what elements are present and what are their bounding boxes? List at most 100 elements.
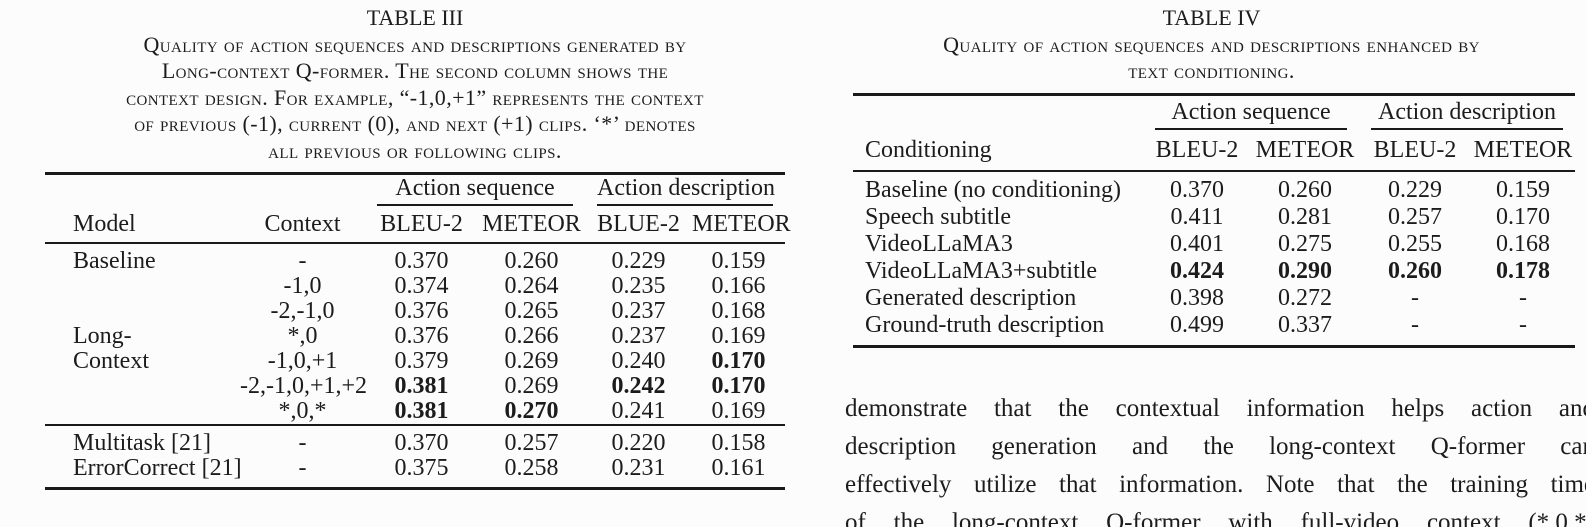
metric-cell: 0.275 <box>1278 231 1332 257</box>
metric-cell: 0.337 <box>1278 312 1332 338</box>
table-3-caption-line: Quality of action sequences and descript… <box>143 31 687 57</box>
table-row: Long- *,0 0.376 0.266 0.237 0.169 <box>45 324 785 349</box>
metric-cell: 0.161 <box>711 455 766 481</box>
metric-cell: 0.398 <box>1170 285 1224 311</box>
group-header-action-sequence: Action sequence <box>377 176 573 206</box>
metric-cell: 0.242 <box>611 373 666 399</box>
column-header: METEOR <box>478 206 585 244</box>
table-row: ErrorCorrect [21] - 0.375 0.258 0.231 0.… <box>45 456 785 489</box>
metric-cell: 0.231 <box>611 455 666 481</box>
metric-cell: 0.264 <box>504 273 559 299</box>
metric-cell: 0.166 <box>711 273 766 299</box>
model-cell: Baseline <box>73 248 156 274</box>
metric-cell: 0.229 <box>611 248 666 274</box>
metric-cell: 0.269 <box>504 373 559 399</box>
table-row: Context -1,0,+1 0.379 0.269 0.240 0.170 <box>45 349 785 374</box>
metric-cell: 0.159 <box>1496 177 1550 203</box>
table-3-title: TABLE III <box>366 5 464 30</box>
table-row: -2,-1,0,+1,+2 0.381 0.269 0.242 0.170 <box>45 374 785 399</box>
model-cell <box>45 274 240 299</box>
metric-cell: 0.290 <box>1278 258 1332 284</box>
model-cell <box>45 374 240 399</box>
column-header: BLUE-2 <box>585 206 692 244</box>
metric-cell: 0.178 <box>1496 258 1550 284</box>
table-4-caption-line: Quality of action sequences and descript… <box>943 31 1480 57</box>
column-header: BLEU-2 <box>365 206 478 244</box>
table-3-caption-line: of previous (-1), current (0), and next … <box>134 111 696 136</box>
conditioning-cell: VideoLLaMA3+subtitle <box>865 258 1098 284</box>
conditioning-cell: Ground-truth description <box>865 312 1105 338</box>
metric-cell: 0.170 <box>711 348 766 374</box>
group-header-action-description: Action description <box>597 176 775 206</box>
table-row: Multitask [21] - 0.370 0.257 0.220 0.158 <box>45 424 785 456</box>
table-3-caption-line: context design. For example, “-1,0,+1” r… <box>126 84 704 110</box>
metric-cell: 0.381 <box>394 373 449 399</box>
metric-cell: 0.269 <box>504 348 559 374</box>
body-text-line: of the long-context Q-former with full-v… <box>845 509 1586 527</box>
metric-cell: 0.281 <box>1278 204 1332 230</box>
table-row: Generated description 0.398 0.272 - - <box>853 285 1575 312</box>
table-row: -1,0 0.374 0.264 0.235 0.166 <box>45 274 785 299</box>
table-3-caption-line: Long-context Q-former. The second column… <box>161 58 669 83</box>
context-cell: -1,0 <box>283 273 322 299</box>
metric-cell: 0.266 <box>504 323 559 349</box>
metric-cell: 0.370 <box>365 424 478 456</box>
metric-cell: - <box>1411 285 1419 311</box>
metric-cell: 0.499 <box>1170 312 1224 338</box>
table-row: VideoLLaMA3 0.401 0.275 0.255 0.168 <box>853 231 1575 258</box>
table-4-caption: TABLE IV Quality of action sequences and… <box>848 5 1575 85</box>
column-header: METEOR <box>692 206 791 244</box>
table-row: VideoLLaMA3+subtitle 0.424 0.290 0.260 0… <box>853 258 1575 285</box>
table-3: Action sequence Action description Model… <box>45 172 791 490</box>
table-4: Action sequence Action description Condi… <box>853 93 1575 348</box>
conditioning-cell: Speech subtitle <box>865 204 1011 230</box>
context-cell: *,0 <box>287 323 318 349</box>
table-row: Ground-truth description 0.499 0.337 - - <box>853 312 1575 347</box>
table-3-caption: TABLE III Quality of action sequences an… <box>40 5 790 164</box>
metric-cell: 0.158 <box>692 424 785 456</box>
table-4-column-header-row: Conditioning BLEU-2 METEOR BLEU-2 METEOR <box>853 130 1575 172</box>
model-cell: Multitask [21] <box>45 424 240 456</box>
body-paragraph: demonstrate that the contextual informat… <box>845 390 1586 527</box>
column-header: Model <box>45 206 240 244</box>
metric-cell: 0.220 <box>585 424 692 456</box>
metric-cell: 0.170 <box>711 373 766 399</box>
metric-cell: 0.235 <box>611 273 666 299</box>
metric-cell: 0.240 <box>611 348 666 374</box>
table-4-caption-line: text conditioning. <box>1128 58 1295 83</box>
metric-cell: 0.381 <box>394 398 449 424</box>
metric-cell: - <box>1411 312 1419 338</box>
metric-cell: 0.170 <box>1496 204 1550 230</box>
column-header: METEOR <box>1251 130 1359 172</box>
metric-cell: 0.260 <box>1388 258 1442 284</box>
table-4-title: TABLE IV <box>1162 5 1261 30</box>
conditioning-cell: Generated description <box>865 285 1077 311</box>
metric-cell: 0.270 <box>504 398 559 424</box>
context-cell: -2,-1,0 <box>270 298 335 324</box>
metric-cell: 0.241 <box>611 398 666 424</box>
table-row: Baseline (no conditioning) 0.370 0.260 0… <box>853 171 1575 204</box>
table-row: Speech subtitle 0.411 0.281 0.257 0.170 <box>853 204 1575 231</box>
body-text-line: demonstrate that the contextual informat… <box>845 395 1586 422</box>
model-cell: Long- <box>73 323 132 349</box>
column-header: Conditioning <box>853 130 1143 172</box>
conditioning-cell: VideoLLaMA3 <box>865 231 1013 257</box>
metric-cell: 0.169 <box>711 323 766 349</box>
metric-cell: 0.265 <box>504 298 559 324</box>
metric-cell: 0.401 <box>1170 231 1224 257</box>
table-row: *,0,* 0.381 0.270 0.241 0.169 <box>45 399 785 425</box>
metric-cell: 0.237 <box>611 298 666 324</box>
metric-cell: 0.257 <box>1388 204 1442 230</box>
metric-cell: 0.168 <box>1496 231 1550 257</box>
context-cell: - <box>298 248 307 274</box>
metric-cell: 0.272 <box>1278 285 1332 311</box>
table-3-column-header-row: Model Context BLEU-2 METEOR BLUE-2 METEO… <box>45 206 791 244</box>
table-3-group-header-row: Action sequence Action description <box>45 174 785 206</box>
conditioning-cell: Baseline (no conditioning) <box>865 177 1121 203</box>
model-cell: Context <box>73 348 149 374</box>
context-cell: - <box>240 424 365 456</box>
metric-cell: 0.376 <box>394 323 449 349</box>
metric-cell: 0.255 <box>1388 231 1442 257</box>
table-row: -2,-1,0 0.376 0.265 0.237 0.168 <box>45 299 785 324</box>
